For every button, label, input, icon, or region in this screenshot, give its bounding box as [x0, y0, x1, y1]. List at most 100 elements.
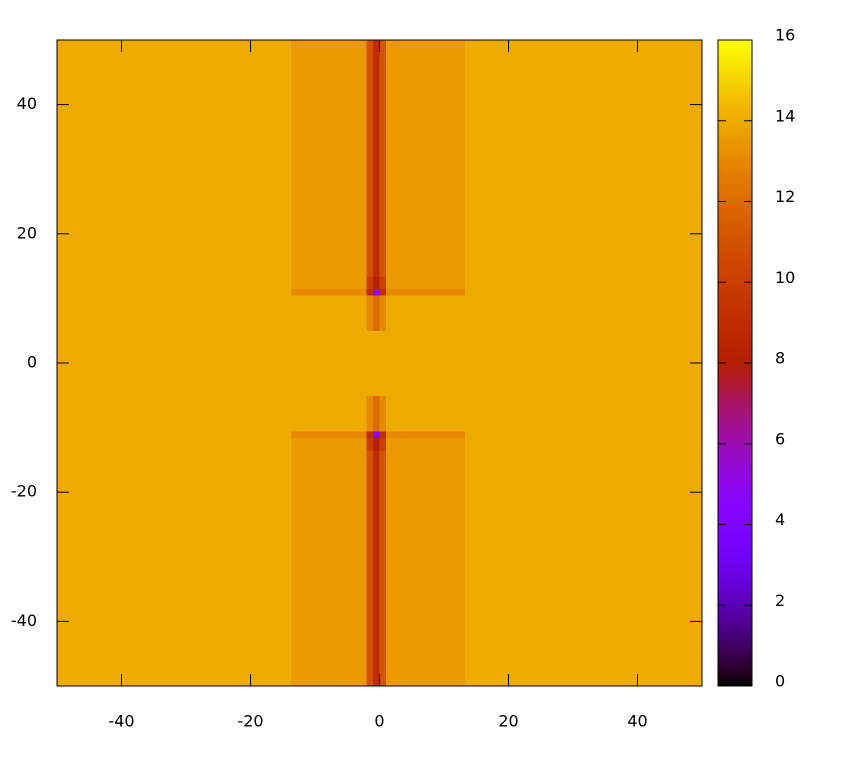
heatmap-cell	[373, 295, 380, 332]
heatmap-cell	[366, 275, 374, 290]
heatmap-cell	[385, 430, 466, 438]
heatmap-cell	[379, 217, 387, 277]
heatmap-cell	[385, 40, 466, 122]
heatmap-cell	[379, 508, 387, 606]
heatmap-cell	[385, 450, 466, 509]
y-tick-label: -20	[11, 482, 37, 501]
heatmap-cell	[290, 120, 368, 219]
y-tick-label: 20	[17, 223, 37, 242]
heatmap-cell	[464, 395, 703, 432]
heatmap-cell	[373, 508, 380, 606]
heatmap-cell	[290, 275, 368, 290]
heatmap-cell	[290, 437, 368, 451]
heatmap-cell	[464, 437, 703, 451]
heatmap-cell	[385, 295, 466, 332]
heatmap-cell	[366, 295, 374, 332]
heatmap-cell	[373, 275, 380, 290]
heatmap-cell	[373, 395, 380, 432]
heatmap-cell	[57, 288, 292, 296]
y-tick-label: 0	[27, 353, 37, 372]
heatmap-cell	[290, 508, 368, 606]
heatmap-cell	[57, 395, 292, 432]
heatmap	[57, 40, 703, 687]
heatmap-cell	[385, 288, 466, 296]
heatmap-cell	[57, 450, 292, 509]
heatmap-cell	[464, 288, 703, 296]
heatmap-cell	[290, 395, 368, 432]
heatmap-cell	[385, 275, 466, 290]
heatmap-cell	[385, 395, 466, 432]
colorbar-tick-label: 10	[775, 268, 795, 287]
heatmap-cell	[379, 275, 387, 290]
heatmap-cell	[290, 40, 368, 122]
heatmap-cell	[366, 330, 374, 396]
heatmap-cell	[366, 437, 374, 451]
heatmap-cell	[290, 217, 368, 277]
heatmap-cell	[57, 330, 292, 396]
heatmap-cell	[373, 217, 380, 277]
heatmap-cell	[379, 450, 387, 509]
heatmap-cell	[373, 120, 380, 219]
heatmap-cell	[373, 437, 380, 451]
x-tick-label: -40	[108, 712, 134, 731]
colorbar-tick-label: 8	[775, 349, 785, 368]
heatmap-cell	[366, 395, 374, 432]
heatmap-cell	[366, 40, 374, 122]
heatmap-cell	[290, 330, 368, 396]
colorbar-tick-label: 0	[775, 672, 785, 691]
heatmap-cell	[464, 605, 703, 687]
heatmap-cell	[464, 295, 703, 332]
heatmap-cell	[57, 430, 292, 438]
colorbar-tick-label: 14	[775, 106, 795, 125]
heatmap-cell	[464, 40, 703, 122]
heatmap-cell	[290, 605, 368, 687]
heatmap-cell	[385, 605, 466, 687]
heatmap-cell	[385, 330, 466, 396]
heatmap-cell	[366, 120, 374, 219]
heatmap-cell	[385, 437, 466, 451]
heatmap-cell	[379, 120, 387, 219]
heatmap-cell	[379, 395, 387, 432]
x-tick-label: 0	[374, 712, 384, 731]
heatmap-cell	[464, 275, 703, 290]
heatmap-cell	[366, 430, 374, 438]
colorbar-tick-label: 12	[775, 187, 795, 206]
heatmap-cell	[373, 40, 380, 122]
heatmap-cell	[379, 295, 387, 332]
heatmap-cell	[57, 217, 292, 277]
heatmap-cell	[373, 330, 380, 396]
y-tick-label: 40	[17, 94, 37, 113]
colorbar-tick-label: 6	[775, 429, 785, 448]
colorbar-tick-label: 16	[775, 26, 795, 45]
heatmap-cell	[379, 605, 387, 687]
heatmap-cell	[464, 508, 703, 606]
x-tick-label: 20	[498, 712, 518, 731]
heatmap-cell	[366, 288, 374, 296]
heatmap-cell	[464, 450, 703, 509]
heatmap-cell	[373, 288, 380, 296]
heatmap-cell	[290, 430, 368, 438]
colorbar-tick-label: 4	[775, 510, 785, 529]
x-tick-label: -20	[237, 712, 263, 731]
heatmap-cell	[464, 217, 703, 277]
heatmap-cell	[57, 120, 292, 219]
heatmap-cell	[373, 605, 380, 687]
heatmap-cell	[379, 437, 387, 451]
y-tick-label: -40	[11, 611, 37, 630]
heatmap-cell	[57, 295, 292, 332]
heatmap-cell	[379, 330, 387, 396]
heatmap-cell	[57, 275, 292, 290]
x-tick-label: 40	[627, 712, 647, 731]
heatmap-cell	[385, 217, 466, 277]
heatmap-cell	[57, 40, 292, 122]
heatmap-cell	[366, 450, 374, 509]
heatmap-cell	[290, 295, 368, 332]
heatmap-cell	[385, 508, 466, 606]
heatmap-cell	[57, 605, 292, 687]
heatmap-cell	[379, 288, 387, 296]
heatmap-cell	[366, 217, 374, 277]
heatmap-cell	[373, 450, 380, 509]
heatmap-cell	[373, 430, 380, 438]
heatmap-cell	[464, 430, 703, 438]
